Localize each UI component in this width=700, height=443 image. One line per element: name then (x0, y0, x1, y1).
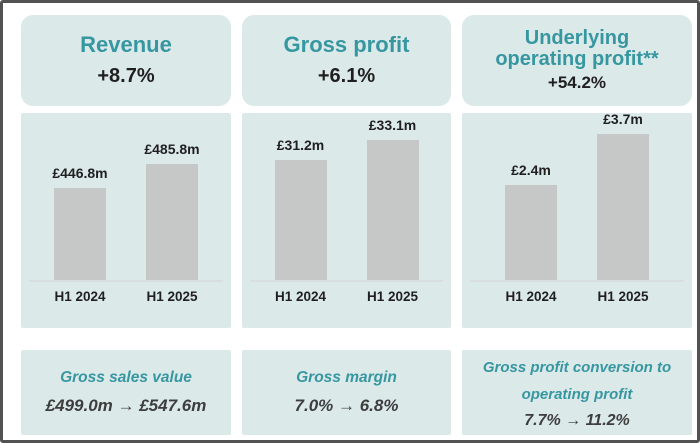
x-axis-labels: H1 2024 H1 2025 (29, 289, 223, 304)
bar-h1-2024 (54, 188, 106, 280)
plot-area: £2.4m £3.7m (470, 111, 684, 282)
panel-title: Revenue (80, 31, 172, 57)
metric-column-revenue: Revenue +8.7% £446.8m £485.8m H1 2024 H1… (21, 15, 231, 435)
axis-label-h1-2024: H1 2024 (274, 289, 327, 304)
metric-column-operating-profit: Underlying operating profit** +54.2% £2.… (462, 15, 692, 435)
plot-area: £446.8m £485.8m (29, 113, 223, 282)
bar-value-label: £446.8m (52, 165, 108, 181)
panel-change: +6.1% (317, 65, 376, 88)
footer-metric-value: 7.0% → 6.8% (294, 395, 399, 415)
footer-metric-card: Gross sales value £499.0m → £547.6m (21, 350, 231, 435)
bar-group-h1-2025: £485.8m (130, 141, 214, 280)
axis-label-h1-2025: H1 2025 (366, 289, 419, 304)
x-axis-labels: H1 2024 H1 2025 (250, 289, 443, 304)
gross-profit-header-card: Gross profit +6.1% (242, 15, 451, 106)
footer-metric-title: Gross sales value (60, 369, 192, 387)
bar-h1-2024 (274, 160, 327, 280)
bar-group-h1-2024: £31.2m (259, 137, 343, 280)
bar-value-label: £485.8m (144, 141, 200, 157)
bar-value-label: £2.4m (511, 162, 551, 178)
axis-label-h1-2025: H1 2025 (597, 289, 649, 304)
axis-label-h1-2024: H1 2024 (54, 289, 106, 304)
revenue-bar-chart: £446.8m £485.8m H1 2024 H1 2025 (21, 113, 231, 328)
footer-metric-title: Gross profit conversion to operating pro… (482, 359, 672, 403)
bar-group-h1-2024: £446.8m (38, 165, 122, 280)
bar-h1-2025 (366, 140, 419, 280)
footer-metric-value: £499.0m → £547.6m (45, 395, 207, 415)
footer-metric-card: Gross margin 7.0% → 6.8% (242, 350, 451, 435)
operating-profit-header-card: Underlying operating profit** +54.2% (462, 15, 692, 106)
x-axis-labels: H1 2024 H1 2025 (470, 289, 684, 304)
bar-value-label: £3.7m (603, 111, 643, 127)
footer-metric-card: Gross profit conversion to operating pro… (462, 350, 692, 435)
revenue-header-card: Revenue +8.7% (21, 15, 231, 106)
panel-change: +8.7% (97, 65, 155, 88)
bar-h1-2025 (146, 164, 198, 280)
plot-area: £31.2m £33.1m (250, 113, 443, 282)
gross-profit-bar-chart: £31.2m £33.1m H1 2024 H1 2025 (242, 113, 451, 328)
bar-group-h1-2024: £2.4m (489, 162, 573, 280)
footer-metric-value: 7.7% → 11.2% (524, 411, 630, 429)
panel-title: Gross profit (283, 31, 410, 57)
operating-profit-bar-chart: £2.4m £3.7m H1 2024 H1 2025 (462, 111, 692, 328)
panel-title: Underlying operating profit** (495, 27, 659, 70)
bar-value-label: £33.1m (368, 117, 417, 133)
footer-metric-title: Gross margin (296, 369, 397, 387)
panel-change: +54.2% (547, 73, 607, 92)
metric-column-gross-profit: Gross profit +6.1% £31.2m £33.1m H1 2024… (242, 15, 451, 435)
axis-label-h1-2024: H1 2024 (505, 289, 557, 304)
bar-h1-2025 (597, 134, 649, 280)
bar-value-label: £31.2m (276, 137, 325, 153)
bar-group-h1-2025: £33.1m (351, 117, 435, 280)
bar-h1-2024 (505, 185, 557, 280)
bar-group-h1-2025: £3.7m (581, 111, 665, 280)
axis-label-h1-2025: H1 2025 (146, 289, 198, 304)
